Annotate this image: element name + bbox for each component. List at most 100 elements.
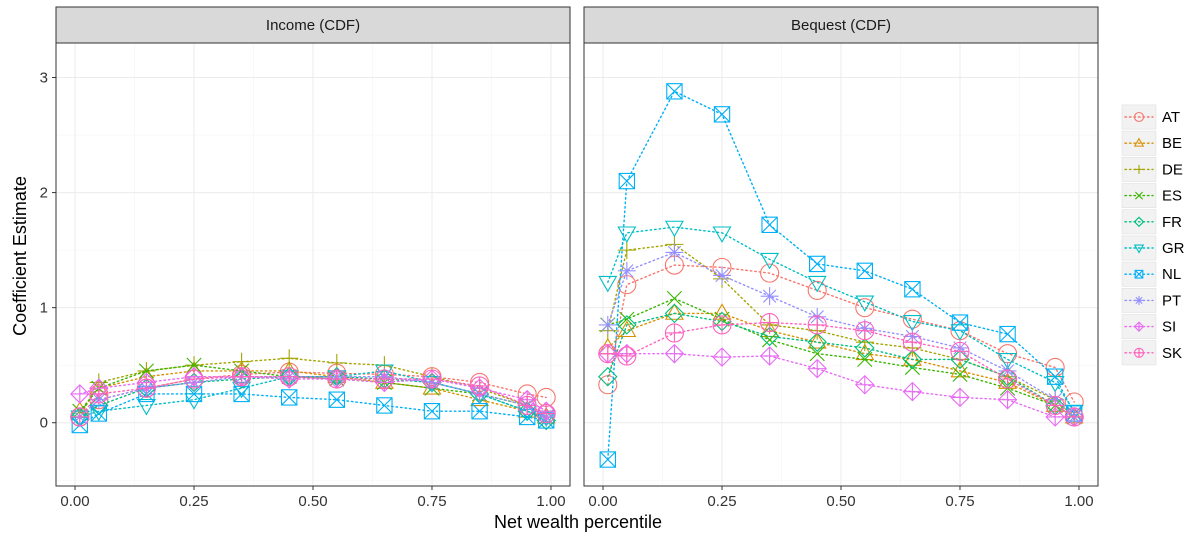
data-point-nl (666, 83, 683, 100)
legend-key-marker (1134, 295, 1144, 305)
data-point-sk (950, 341, 970, 361)
data-point-es (186, 357, 202, 373)
panel-income: Income (CDF) (55, 6, 571, 487)
data-point-nl (809, 255, 826, 273)
data-point-sk (807, 315, 827, 335)
data-point-nl (471, 403, 488, 420)
data-point-nl (328, 391, 345, 408)
data-point-sk (136, 378, 156, 398)
data-point-fr (617, 315, 637, 335)
data-point-sk (712, 315, 732, 335)
y-tick-label: 0 (40, 415, 48, 432)
series-sk (598, 313, 1084, 427)
data-point-nl (1046, 368, 1064, 385)
y-tick-label: 3 (40, 70, 48, 87)
y-axis-title: Coefficient Estimate (10, 176, 30, 336)
legend-label: SI (1162, 319, 1176, 336)
legend-label: BE (1162, 135, 1182, 152)
data-point-gr (998, 353, 1018, 370)
data-point-nl (951, 314, 969, 331)
data-point-gr (712, 226, 732, 243)
data-point-sk (855, 321, 875, 341)
y-tick-label: 1 (40, 300, 48, 317)
axes-layer: 0.00 0.25 0.50 0.75 1.00 0.00 0.25 0.50 0.75 1.00… (40, 70, 1094, 510)
data-point-es (138, 363, 155, 379)
data-point-gr (760, 252, 780, 270)
data-point-fr (855, 338, 875, 358)
data-point-es (952, 366, 968, 382)
legend-label: AT (1162, 109, 1180, 126)
data-point-sk (998, 369, 1018, 389)
data-point-si (712, 347, 732, 367)
data-point-pt (617, 261, 636, 280)
data-point-sk (184, 369, 204, 389)
x-tick-label: 0.00 (588, 493, 617, 510)
data-point-gr (950, 324, 970, 341)
legend-label: SK (1162, 345, 1182, 362)
data-point-gr (136, 399, 156, 416)
series-line-de (607, 243, 1075, 418)
data-point-sk (422, 369, 442, 389)
data-point-be (807, 332, 827, 349)
x-tick-label: 0.25 (179, 493, 208, 510)
legend-item-nl: NL (1121, 261, 1181, 287)
series-line-gr (79, 370, 547, 418)
data-point-nl (599, 451, 616, 468)
data-point-nl (423, 403, 441, 420)
x-tick-label: 0.75 (417, 493, 446, 510)
series-nl (71, 385, 555, 434)
data-point-de (617, 241, 636, 260)
data-point-nl (713, 106, 731, 123)
data-point-nl (281, 389, 298, 406)
data-point-gr (598, 275, 618, 293)
x-tick-label: 0.50 (298, 493, 327, 510)
data-point-at (855, 298, 875, 318)
data-point-sk (232, 367, 252, 387)
series-line-gr (607, 226, 1075, 412)
data-point-gr (902, 315, 922, 332)
data-point-es (666, 290, 683, 307)
x-tick-label: 0.00 (60, 493, 89, 510)
data-point-es (904, 359, 920, 376)
data-point-sk (70, 407, 90, 427)
panel-strip (55, 6, 571, 44)
legend-label: FR (1162, 214, 1182, 231)
legend-item-sk: SK (1121, 340, 1182, 366)
legend-key-marker (1135, 191, 1143, 200)
data-point-sk (470, 376, 490, 396)
legend-key-marker (1133, 137, 1145, 147)
data-point-at (807, 280, 827, 300)
data-point-si (664, 343, 685, 364)
data-point-sk (598, 344, 618, 364)
x-axis-title: Net wealth percentile (494, 512, 662, 532)
data-point-de (280, 349, 299, 368)
series-line-pt (79, 375, 547, 418)
legend-key-marker (1133, 244, 1145, 254)
data-point-nl (376, 397, 393, 414)
data-point-nl (856, 262, 873, 280)
data-point-nl (233, 385, 250, 403)
data-point-si (759, 346, 780, 366)
legend: AT BE DE ES FR GR NL PT SI SK (1121, 104, 1185, 366)
legend-item-es: ES (1121, 183, 1182, 209)
data-point-sk (902, 332, 922, 352)
panels-layer: Income (CDF) Bequest (CDF) (55, 6, 1099, 487)
data-point-gr (664, 220, 684, 238)
legend-item-de: DE (1121, 157, 1183, 182)
data-point-si (997, 389, 1018, 410)
data-point-pt (598, 315, 617, 334)
data-point-sk (760, 313, 780, 333)
legend-label: PT (1162, 292, 1181, 309)
data-point-es (857, 351, 873, 368)
data-point-sk (89, 384, 109, 404)
data-point-sk (1064, 407, 1084, 427)
legend-label: GR (1162, 240, 1185, 257)
legend-key (1121, 287, 1157, 313)
data-point-nl (904, 281, 921, 298)
data-point-fr (950, 349, 970, 370)
data-point-sk (517, 395, 537, 416)
series-line-es (607, 297, 1075, 418)
legend-key-marker (1134, 164, 1144, 174)
legend-label: DE (1162, 161, 1183, 178)
